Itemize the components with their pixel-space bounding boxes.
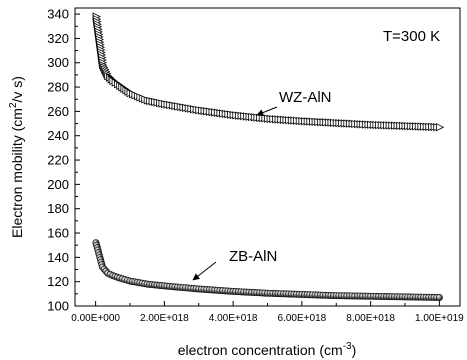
temperature-annotation: T=300 K xyxy=(383,28,440,45)
y-tick-label: 140 xyxy=(47,250,69,265)
x-tick-label: 4.00E+018 xyxy=(209,313,258,324)
wz-label-arrow xyxy=(256,106,278,116)
y-tick-label: 300 xyxy=(47,55,69,70)
y-axis-label: Electron mobility (cm2/v s) xyxy=(8,76,25,238)
x-axis-label: electron concentration (cm-3) xyxy=(178,341,357,358)
y-tick-label: 120 xyxy=(47,274,69,289)
wz-aln-series xyxy=(92,12,445,132)
y-tick-label: 240 xyxy=(47,128,69,143)
x-tick-label: 2.00E+018 xyxy=(140,313,189,324)
wz-series-label: WZ-AlN xyxy=(279,89,332,106)
zb-series-label: ZB-AlN xyxy=(229,248,277,265)
x-tick-label: 6.00E+018 xyxy=(278,313,327,324)
y-tick-label: 280 xyxy=(47,80,69,95)
zb-label-arrow xyxy=(192,261,217,281)
y-tick-label: 100 xyxy=(47,299,69,314)
y-tick-label: 160 xyxy=(47,226,69,241)
y-tick-label: 200 xyxy=(47,177,69,192)
y-tick-label: 340 xyxy=(47,7,69,22)
x-tick-label: 0.00E+000 xyxy=(71,313,120,324)
x-tick-label: 8.00E+018 xyxy=(346,313,395,324)
y-tick-label: 180 xyxy=(47,201,69,216)
zb-aln-point xyxy=(435,293,443,301)
y-tick-label: 220 xyxy=(47,153,69,168)
wz-aln-point xyxy=(435,123,445,132)
x-tick-label: 1.00E+019 xyxy=(415,313,464,324)
y-tick-label: 260 xyxy=(47,104,69,119)
zb-aln-series xyxy=(92,239,443,301)
y-tick-label: 320 xyxy=(47,31,69,46)
